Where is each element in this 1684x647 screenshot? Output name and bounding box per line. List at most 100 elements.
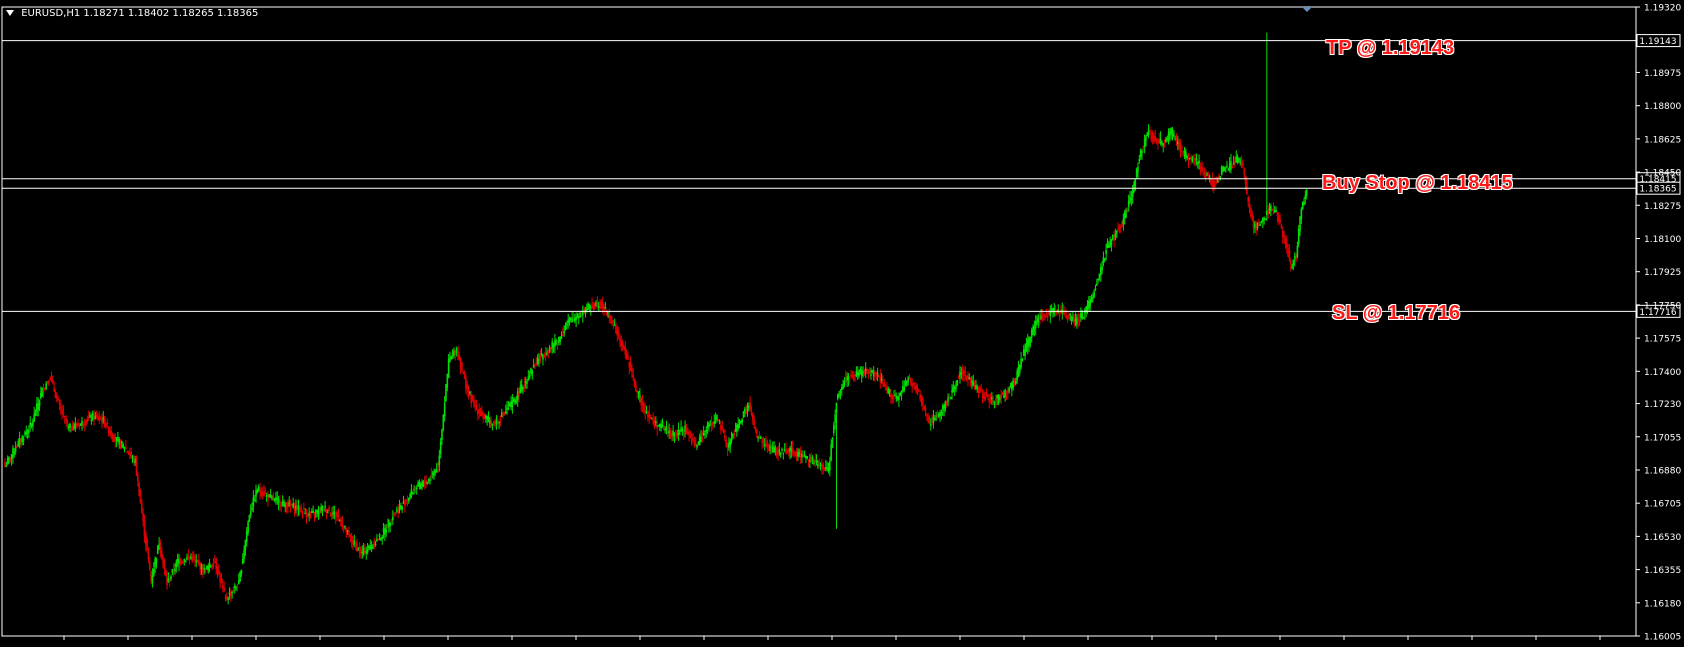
candle-body	[110, 430, 113, 436]
candle-body	[1190, 156, 1192, 160]
candle-body	[97, 417, 99, 421]
candle	[736, 423, 738, 437]
candle	[470, 390, 473, 408]
candle-body	[301, 510, 304, 515]
candle	[856, 366, 859, 380]
candle-body	[1224, 170, 1227, 172]
symbol-name: EURUSD,H1	[21, 8, 81, 19]
candle	[174, 563, 176, 575]
candle-body	[957, 376, 960, 379]
candle-body	[191, 556, 194, 562]
candle	[649, 414, 652, 420]
candle-body	[325, 509, 328, 514]
candle-body	[903, 386, 906, 391]
candle-body	[1196, 161, 1199, 164]
candle	[1289, 258, 1292, 272]
candle-body	[964, 371, 967, 374]
candle	[77, 418, 79, 427]
candle-body	[641, 402, 644, 406]
candle	[717, 419, 720, 421]
candle-body	[620, 339, 623, 346]
candle-body	[1255, 225, 1257, 230]
candle-body	[494, 424, 496, 426]
candle-body	[466, 384, 469, 390]
candle-body	[1227, 169, 1230, 171]
candle	[454, 349, 457, 361]
candle-body	[907, 377, 910, 382]
candle	[518, 387, 520, 403]
candle-body	[1223, 166, 1226, 172]
candle	[253, 494, 256, 502]
candle	[467, 385, 470, 400]
candle-body	[1170, 128, 1172, 134]
candle	[131, 454, 134, 463]
candle-body	[29, 422, 32, 427]
candle-body	[875, 371, 878, 374]
candle-body	[587, 304, 589, 310]
candle	[535, 357, 538, 367]
candle	[200, 563, 203, 575]
candle	[570, 317, 572, 323]
candle-body	[653, 421, 656, 425]
candle-body	[226, 596, 228, 599]
candle	[1149, 126, 1151, 134]
candle-body	[155, 557, 158, 564]
candle-body	[895, 396, 898, 399]
candle-body	[1185, 151, 1187, 157]
candle	[644, 403, 647, 420]
candle-body	[510, 401, 512, 408]
y-tick-label: 1.17055	[1644, 433, 1681, 443]
candle-body	[798, 452, 801, 456]
candle-body	[28, 430, 30, 433]
candle-body	[397, 509, 399, 514]
candle-body	[953, 387, 956, 390]
candle-body	[676, 433, 678, 437]
candle-body	[708, 425, 710, 427]
candle	[117, 431, 119, 443]
candle-body	[134, 459, 136, 464]
candle	[29, 416, 32, 432]
candle-body	[471, 397, 474, 402]
candle-body	[912, 382, 915, 386]
candle-body	[1118, 226, 1121, 230]
candle	[613, 318, 616, 327]
candle	[738, 419, 741, 429]
candle-body	[210, 565, 212, 568]
candle-body	[398, 506, 401, 511]
candle	[603, 303, 605, 316]
candle-body	[1114, 234, 1117, 238]
candle-body	[935, 418, 937, 421]
candle	[87, 410, 90, 422]
candle-body	[1094, 287, 1097, 290]
candle-body	[951, 390, 953, 393]
candle	[1138, 154, 1141, 164]
candle-body	[833, 425, 835, 433]
symbol-header: EURUSD,H1 1.18271 1.18402 1.18265 1.1836…	[6, 8, 258, 19]
candle-body	[1268, 208, 1271, 212]
candle-body	[61, 409, 63, 414]
candle-body	[230, 592, 232, 597]
candle-body	[774, 447, 777, 452]
candle	[827, 462, 830, 474]
candle	[377, 538, 380, 541]
candle-body	[1289, 261, 1292, 265]
candle-body	[202, 569, 204, 573]
candle-body	[1186, 156, 1188, 159]
candle-body	[608, 314, 611, 319]
candle-body	[458, 354, 461, 360]
candle	[1276, 211, 1279, 223]
candle-body	[605, 309, 608, 316]
candle-body	[1049, 311, 1052, 317]
candle-body	[356, 543, 358, 552]
collapse-triangle-icon[interactable]	[6, 10, 14, 16]
candle	[902, 380, 904, 393]
y-tick-label: 1.18100	[1644, 235, 1681, 245]
candle	[1259, 221, 1261, 226]
candle	[810, 452, 813, 464]
candle	[892, 390, 895, 403]
candle-body	[572, 317, 575, 319]
candle-body	[989, 397, 992, 401]
candle-body	[491, 423, 494, 426]
